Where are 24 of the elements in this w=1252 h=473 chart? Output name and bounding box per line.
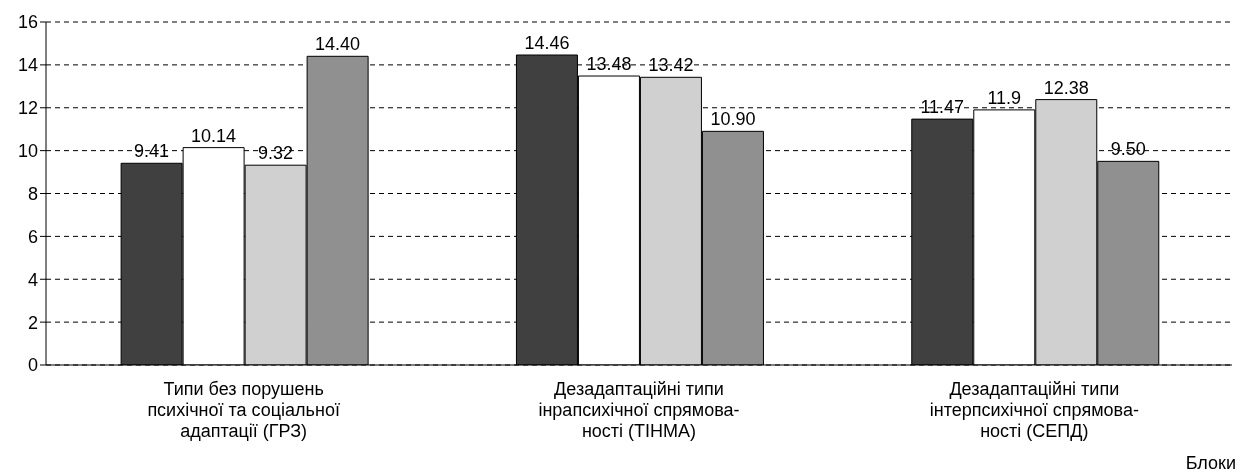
data-label: 12.38 xyxy=(1043,77,1089,98)
data-label: 11.9 xyxy=(987,87,1022,108)
data-label: 9.32 xyxy=(258,143,294,164)
x-tick-label: Дезадаптаційні типи інтерпсихічної спрямова- ності (СЕПД) xyxy=(929,379,1139,441)
y-tick-label: 2 xyxy=(27,312,38,333)
data-label: 9.50 xyxy=(1110,139,1146,160)
data-label: 10.14 xyxy=(191,125,237,146)
y-tick-label: 0 xyxy=(27,355,38,376)
data-label: 13.42 xyxy=(648,55,694,76)
y-tick-label: 4 xyxy=(27,269,38,290)
y-tick-label: 16 xyxy=(17,12,38,33)
data-label: 10.90 xyxy=(710,109,756,130)
x-tick-label: Дезадаптаційні типи інрапсихічної спрямова- ності (ТІНМА) xyxy=(538,379,740,441)
y-tick-label: 12 xyxy=(17,98,38,119)
data-label: 14.46 xyxy=(524,33,570,54)
data-label: 13.48 xyxy=(586,54,632,75)
x-tick-label: Типи без порушень психічної та соціальної адаптації (ГРЗ) xyxy=(147,379,340,441)
y-tick-label: 10 xyxy=(17,141,38,162)
y-tick-label: 6 xyxy=(27,226,38,247)
y-tick-label: 14 xyxy=(17,55,38,76)
x-axis-title: Блоки xyxy=(1185,453,1236,473)
data-label: 14.40 xyxy=(315,34,361,55)
data-label: 11.47 xyxy=(920,97,965,118)
y-tick-label: 8 xyxy=(27,183,38,204)
